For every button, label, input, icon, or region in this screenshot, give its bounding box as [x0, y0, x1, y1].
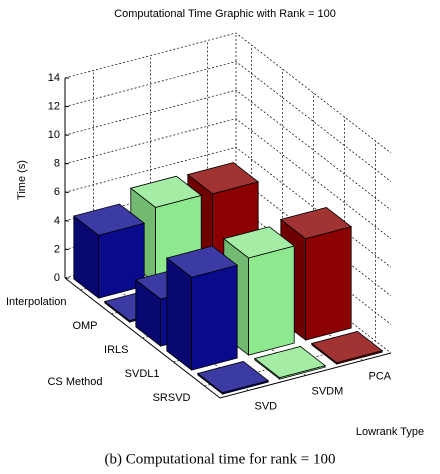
bar-top — [186, 162, 260, 195]
z-tick-label: 14 — [48, 72, 60, 84]
x-axis-label: CS Method — [47, 376, 102, 388]
z-tick-label: 6 — [54, 186, 60, 198]
bar-top — [279, 207, 353, 240]
x-tick-label: SRSVD — [153, 392, 191, 404]
bar-top — [310, 331, 384, 364]
z-axis-label: Time (s) — [16, 160, 28, 200]
bar-top — [253, 346, 327, 379]
bar-top — [129, 175, 203, 208]
bar-front — [305, 226, 352, 341]
grid-line — [64, 61, 392, 182]
z-tick-label: 2 — [54, 243, 60, 255]
bar-top — [196, 361, 270, 394]
x-axis — [64, 277, 392, 399]
chart-title: Computational Time Graphic with Rank = 1… — [114, 8, 336, 20]
grid-line — [64, 32, 392, 154]
z-tick-label: 4 — [54, 215, 60, 227]
bar-front — [191, 264, 238, 371]
bar-top — [72, 203, 146, 236]
z-tick-label: 0 — [54, 272, 60, 284]
x-tick-label: OMP — [72, 320, 97, 332]
grid-line — [64, 118, 392, 239]
bar-top — [222, 226, 296, 259]
z-tick-label: 8 — [54, 158, 60, 170]
y-tick-label: SVD — [255, 400, 278, 412]
z-tick-label: 12 — [48, 100, 60, 112]
x-tick-label: Interpolation — [6, 296, 67, 308]
y-axis-label: Lowrank Type — [356, 426, 424, 438]
bar-front — [248, 245, 295, 356]
bar-top — [165, 245, 239, 278]
z-tick-label: 10 — [48, 129, 60, 141]
y-tick-label: SVDM — [312, 385, 344, 397]
x-tick-label: IRLS — [104, 344, 128, 356]
caption: (b) Computational time for rank = 100 — [105, 451, 336, 467]
grid-line — [64, 89, 392, 211]
grid-line — [64, 146, 392, 268]
y-tick-label: PCA — [369, 370, 392, 382]
x-tick-label: SVDL1 — [125, 368, 160, 380]
